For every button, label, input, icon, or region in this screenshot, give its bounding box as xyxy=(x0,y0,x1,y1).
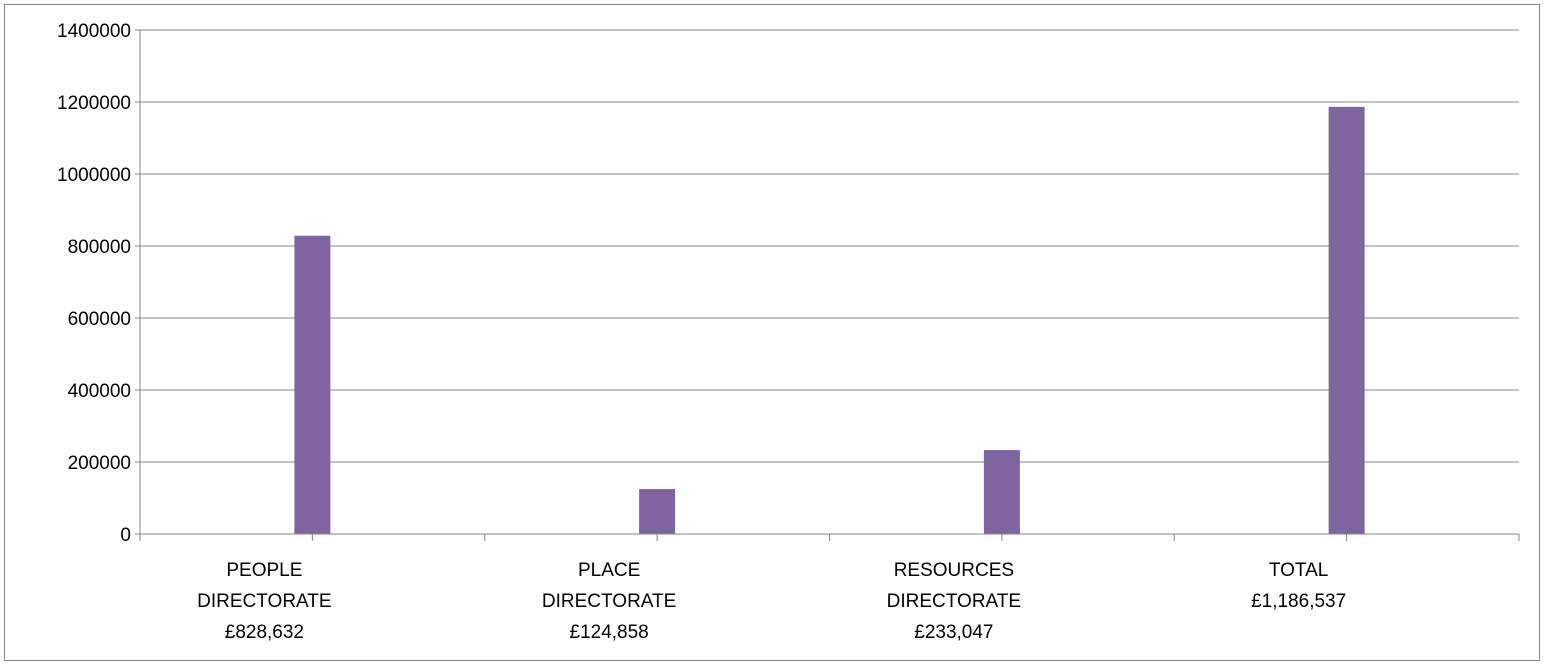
y-tick-label: 1400000 xyxy=(57,21,131,42)
y-tick-label: 800000 xyxy=(68,237,131,258)
bar xyxy=(639,489,676,534)
grid-lines xyxy=(140,29,1519,463)
y-tick-label: 400000 xyxy=(68,381,131,402)
x-category-label: PEOPLE DIRECTORATE £828,632 xyxy=(197,560,331,643)
bars xyxy=(294,106,1365,534)
bar xyxy=(1328,106,1365,534)
x-axis xyxy=(135,29,1520,541)
y-tick-label: 600000 xyxy=(68,309,131,330)
y-tick-label: 0 xyxy=(120,525,131,546)
y-tick-label: 200000 xyxy=(68,453,131,474)
x-axis-category-labels: PEOPLE DIRECTORATE £828,632 PLACE DIRECTORAT… xyxy=(197,560,1346,643)
x-category-label: PLACE DIRECTORATE £124,858 xyxy=(542,560,676,643)
y-tick-label: 1000000 xyxy=(57,165,131,186)
bar xyxy=(983,450,1020,534)
y-tick-label: 1200000 xyxy=(57,93,131,114)
x-category-label: RESOURCES DIRECTORATE £233,047 xyxy=(887,560,1021,643)
y-axis-tick-labels: 0 200000 400000 600000 800000 1000000 1200000 1… xyxy=(57,21,131,546)
x-category-label: TOTAL £1,186,537 xyxy=(1251,560,1346,612)
bar xyxy=(294,235,331,534)
chart-frame xyxy=(4,4,1540,661)
